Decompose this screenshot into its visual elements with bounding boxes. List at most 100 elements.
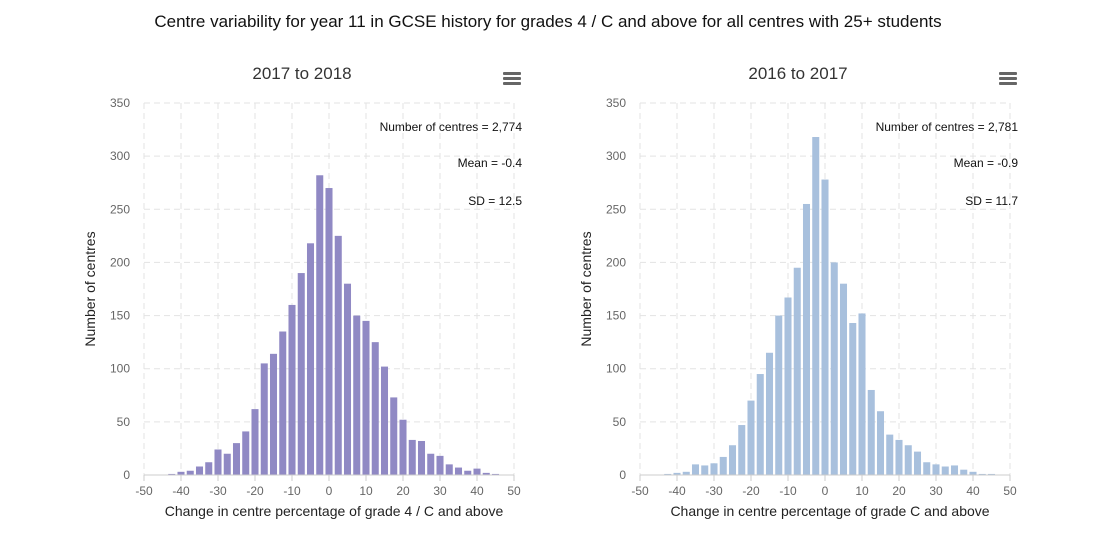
histogram-bar[interactable] (353, 315, 361, 475)
histogram-bar[interactable] (380, 366, 389, 475)
y-tick-label: 250 (110, 202, 130, 216)
x-tick-label: -10 (283, 484, 301, 498)
histogram-bar[interactable] (775, 315, 783, 475)
stat-number-of-centres: Number of centres = 2,781 (875, 120, 1018, 134)
histogram-bar[interactable] (904, 445, 912, 475)
histogram-bar[interactable] (269, 353, 278, 475)
histogram-bar[interactable] (464, 470, 472, 475)
histogram-bar[interactable] (784, 297, 792, 475)
histogram-bar[interactable] (316, 175, 324, 475)
histogram-bar[interactable] (427, 453, 435, 475)
histogram-bar[interactable] (454, 467, 463, 475)
y-tick-label: 150 (606, 309, 626, 323)
histogram-bar[interactable] (812, 137, 820, 476)
histogram-bar[interactable] (849, 323, 857, 475)
histogram-bar[interactable] (932, 464, 940, 475)
x-tick-label: 50 (507, 484, 521, 498)
x-tick-label: 10 (855, 484, 869, 498)
histogram-bar[interactable] (839, 283, 848, 475)
x-axis-label: Change in centre percentage of grade 4 /… (164, 503, 504, 519)
histogram-bar[interactable] (858, 313, 866, 475)
stat-number-of-centres: Number of centres = 2,774 (379, 120, 522, 134)
histogram-bar[interactable] (664, 473, 672, 475)
histogram-bar[interactable] (325, 188, 333, 475)
histogram-bar[interactable] (710, 463, 718, 475)
histogram-bar[interactable] (343, 283, 352, 475)
histogram-bar[interactable] (960, 469, 968, 475)
stat-mean: Mean = -0.4 (457, 156, 522, 170)
histogram-bar[interactable] (168, 473, 176, 475)
x-tick-label: 40 (966, 484, 980, 498)
x-tick-label: 20 (396, 484, 410, 498)
histogram-bar[interactable] (491, 473, 500, 475)
histogram-bar[interactable] (673, 472, 681, 475)
histogram-bar[interactable] (691, 464, 700, 475)
y-tick-label: 0 (619, 468, 626, 482)
histogram-bar[interactable] (242, 431, 250, 475)
y-tick-label: 150 (110, 309, 130, 323)
x-tick-label: 40 (470, 484, 484, 498)
figure-title: Centre variability for year 11 in GCSE h… (154, 12, 942, 31)
x-tick-label: -20 (742, 484, 760, 498)
chart-panel-2016-2017: 2016 to 2017 0 50 100 150 200 250 300 350 -50 -40… (548, 52, 1068, 532)
histogram-bar[interactable] (923, 462, 931, 475)
histogram-bar[interactable] (436, 455, 444, 475)
histogram-bar[interactable] (895, 439, 903, 475)
histogram-bar[interactable] (232, 443, 241, 475)
y-tick-label: 350 (110, 96, 130, 110)
histogram-bar[interactable] (913, 451, 922, 475)
histogram-bar[interactable] (747, 400, 755, 475)
histogram-plot: 0 50 100 150 200 250 300 350 -50 -40 -30 -20 -10 0 10 2… (606, 96, 1017, 498)
y-tick-label: 250 (606, 202, 626, 216)
histogram-bar[interactable] (867, 389, 875, 475)
x-axis-label: Change in centre percentage of grade C a… (670, 503, 990, 519)
histogram-bar[interactable] (978, 473, 986, 475)
histogram-bar[interactable] (279, 331, 287, 475)
histogram-bar[interactable] (186, 470, 194, 475)
histogram-bar[interactable] (223, 453, 231, 475)
histogram-bar[interactable] (288, 304, 296, 475)
x-tick-label: -50 (631, 484, 649, 498)
histogram-bar[interactable] (473, 468, 481, 475)
histogram-bar[interactable] (177, 471, 185, 475)
histogram-bar[interactable] (830, 262, 838, 475)
histogram-bar[interactable] (793, 267, 801, 475)
histogram-bar[interactable] (728, 445, 737, 475)
histogram-bar[interactable] (719, 456, 727, 475)
histogram-bar[interactable] (950, 465, 959, 475)
histogram-bar[interactable] (408, 439, 416, 475)
histogram-bar[interactable] (765, 352, 774, 475)
histogram-bar[interactable] (417, 440, 426, 475)
histogram-bar[interactable] (756, 374, 764, 475)
histogram-bar[interactable] (399, 419, 407, 475)
histogram-bar[interactable] (802, 203, 811, 475)
histogram-bar[interactable] (297, 273, 305, 475)
histogram-bar[interactable] (390, 397, 398, 475)
histogram-bar[interactable] (205, 462, 213, 475)
histogram-bar[interactable] (987, 473, 996, 475)
histogram-bar[interactable] (701, 465, 709, 475)
histogram-bar[interactable] (334, 235, 342, 475)
histogram-bar[interactable] (821, 179, 829, 476)
histogram-bar[interactable] (969, 471, 977, 475)
histogram-bar[interactable] (482, 472, 490, 475)
histogram-bar[interactable] (195, 466, 204, 475)
histogram-bar[interactable] (738, 425, 746, 475)
histogram-bar[interactable] (214, 449, 222, 475)
chart-menu-icon[interactable] (503, 72, 521, 86)
histogram-bar[interactable] (941, 466, 949, 475)
histogram-bar[interactable] (306, 243, 315, 475)
histogram-bar[interactable] (371, 342, 379, 475)
chart-menu-icon[interactable] (999, 72, 1017, 86)
x-tick-label: -20 (246, 484, 264, 498)
histogram-bar[interactable] (260, 363, 268, 475)
histogram-bar[interactable] (445, 464, 453, 475)
histogram-bar[interactable] (362, 320, 370, 475)
x-tick-label: 20 (892, 484, 906, 498)
histogram-bar[interactable] (251, 409, 259, 475)
y-tick-label: 200 (110, 255, 130, 269)
histogram-bar[interactable] (886, 434, 894, 475)
histogram-bar[interactable] (876, 411, 885, 475)
histogram-bar[interactable] (682, 471, 690, 475)
stat-mean: Mean = -0.9 (953, 156, 1018, 170)
